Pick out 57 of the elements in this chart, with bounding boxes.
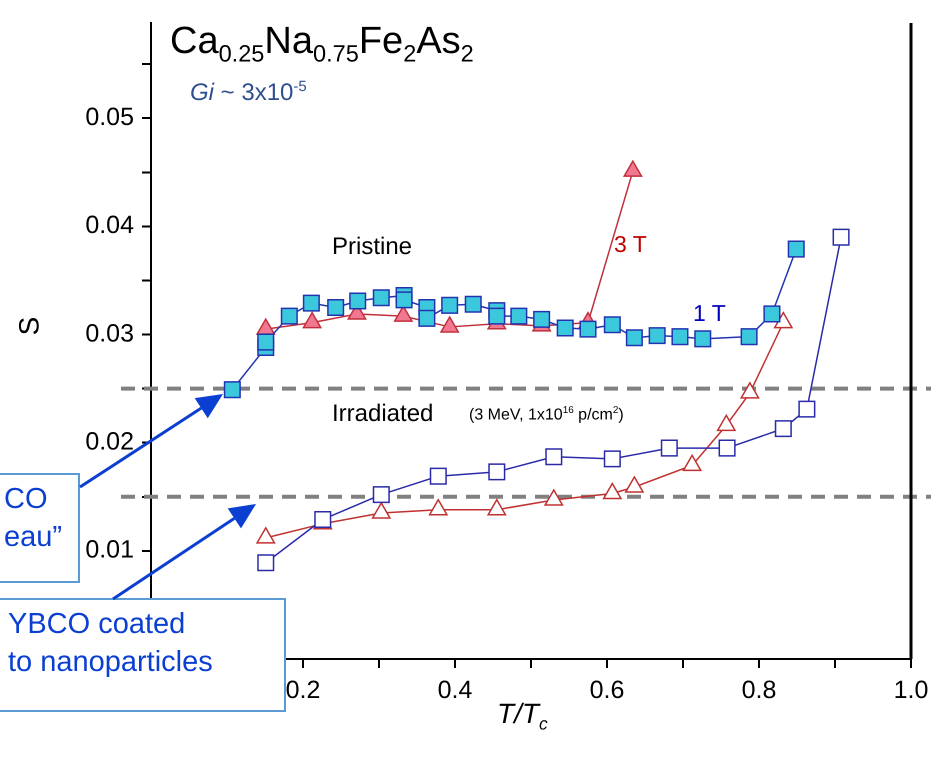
point <box>545 448 562 466</box>
point <box>430 468 447 485</box>
point <box>533 310 550 328</box>
point <box>280 308 298 325</box>
point <box>441 296 458 314</box>
point <box>604 316 621 334</box>
series-label: 1 T <box>693 300 726 326</box>
point <box>396 291 413 308</box>
x-axis-title: T/T$_{c}$ <box>497 698 548 734</box>
annotation: (3 MeV, 1x10$^{16}$ p/cm$^{2}$) <box>469 405 624 424</box>
x-tick-label: 0.4 <box>438 676 472 704</box>
point <box>788 240 805 258</box>
y-tick-label: 0.02 <box>85 428 134 456</box>
callout-box: CO eau” <box>0 473 80 583</box>
y-tick-label: 0.01 <box>85 536 134 564</box>
annotation: Pristine <box>332 233 412 260</box>
annotation: Gi ~ 3x10$^{-5}$ <box>190 79 307 106</box>
point <box>488 308 506 325</box>
point <box>349 292 366 310</box>
point <box>556 319 574 337</box>
callout-box: YBCO coated to nanoparticles <box>0 598 286 712</box>
y-tick-label: 0.05 <box>85 103 134 132</box>
point <box>464 296 482 313</box>
point <box>718 440 736 457</box>
x-tick-label: 0.2 <box>286 676 320 704</box>
point <box>832 228 850 246</box>
point <box>327 298 344 316</box>
point <box>648 327 666 344</box>
point <box>626 329 643 346</box>
point <box>224 381 241 398</box>
point <box>740 328 758 346</box>
point <box>372 289 390 306</box>
point <box>418 310 436 327</box>
point <box>257 554 274 572</box>
point <box>774 420 792 438</box>
point <box>604 450 621 468</box>
point <box>660 440 678 457</box>
y-axis-title: S <box>13 316 44 336</box>
annotation: YBCO coated to nanoparticles <box>8 607 214 680</box>
point <box>763 305 780 322</box>
x-tick-label: 1.0 <box>894 676 928 704</box>
x-tick-label: 0.8 <box>742 676 776 704</box>
point <box>579 320 597 338</box>
chart-title: Ca$_{0.25}$Na$_{0.75}$Fe$_{2}$As$_{2}$ <box>170 20 474 67</box>
point <box>694 330 712 348</box>
annotation: Irradiated <box>332 400 434 427</box>
y-tick-label: 0.03 <box>85 319 134 348</box>
x-tick-label: 0.6 <box>590 676 624 704</box>
point <box>671 328 688 346</box>
y-tick-label: 0.04 <box>85 211 134 240</box>
point <box>257 334 274 351</box>
point <box>798 400 816 418</box>
series-label: 3 T <box>614 231 647 257</box>
point <box>372 486 390 504</box>
point <box>488 463 506 480</box>
point <box>302 294 320 312</box>
point <box>510 308 528 325</box>
